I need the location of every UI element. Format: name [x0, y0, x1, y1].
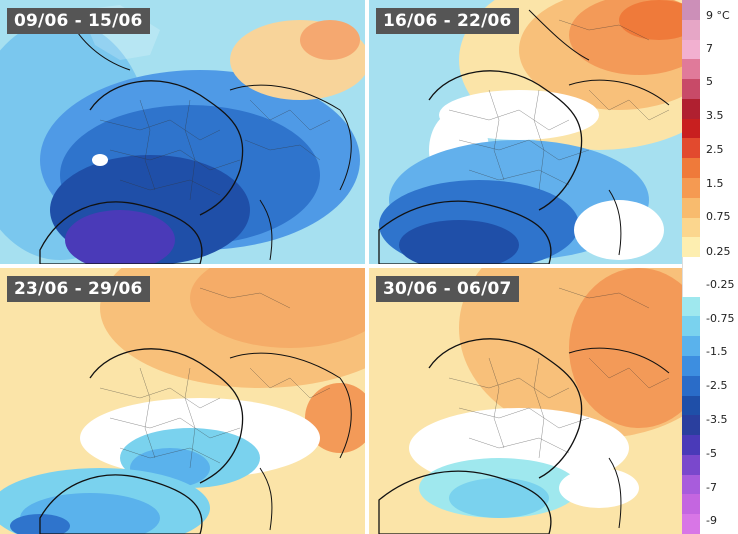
legend-swatch: [682, 435, 700, 456]
legend-swatch: [682, 375, 700, 397]
anomaly-map-2: [369, 0, 682, 264]
legend-swatch: [682, 454, 700, 476]
anomaly-map-1: [0, 0, 365, 264]
legend-swatch: [682, 316, 700, 337]
legend-tick-label: 0.75: [706, 210, 731, 223]
map-panel-week-1: 09/06 - 15/06: [0, 0, 365, 264]
legend-swatch: [682, 494, 700, 515]
legend-swatch: [682, 237, 700, 258]
legend-tick-label: -7: [706, 481, 717, 494]
legend-tick-label: 0.25: [706, 245, 731, 258]
legend-swatch: [682, 178, 700, 199]
legend-tick-label: -2.5: [706, 379, 728, 392]
map-panel-week-4: 30/06 - 06/07: [369, 268, 682, 534]
legend-tick-label: -0.25: [706, 278, 735, 291]
legend-swatch: [682, 0, 700, 21]
legend-tick-label: 5: [706, 75, 713, 88]
legend-swatch: [682, 217, 700, 238]
week-label: 09/06 - 15/06: [7, 8, 150, 34]
week-label: 23/06 - 29/06: [7, 276, 150, 302]
map-panel-week-3: 23/06 - 29/06: [0, 268, 365, 534]
legend-swatch: [682, 336, 700, 357]
legend-swatch: [682, 474, 700, 495]
legend-swatch: [682, 138, 700, 159]
legend-tick-label: 2.5: [706, 143, 724, 156]
legend-tick-label: 1.5: [706, 177, 724, 190]
legend-swatch: [682, 19, 700, 41]
week-label: 30/06 - 06/07: [376, 276, 519, 302]
legend-swatch: [682, 39, 700, 60]
legend-swatch: [682, 98, 700, 120]
legend-swatch: [682, 514, 700, 534]
legend-swatch: [682, 296, 700, 317]
legend-swatch: [682, 79, 700, 100]
legend-swatch: [682, 415, 700, 436]
anomaly-map-4: [369, 268, 682, 534]
legend-tick-label: -3.5: [706, 413, 728, 426]
legend-swatch: [682, 158, 700, 179]
legend-unit-label: 9 °C: [706, 9, 730, 22]
legend-swatch: [682, 257, 701, 278]
legend-tick-label: -9: [706, 514, 717, 527]
legend-swatch: [682, 59, 700, 80]
legend-tick-label: 7: [706, 42, 713, 55]
map-panel-week-2: 16/06 - 22/06: [369, 0, 682, 264]
week-label: 16/06 - 22/06: [376, 8, 519, 34]
color-scale-legend: 9 °C 7 5 3.5 2.5 1.5 0.75 0.25 -0.25 -0.75 -1.5 -2…: [682, 0, 738, 534]
anomaly-map-3: [0, 268, 365, 534]
legend-swatch: [682, 276, 701, 298]
legend-tick-label: -0.75: [706, 312, 735, 325]
legend-tick-label: -5: [706, 447, 717, 460]
legend-swatch: [682, 118, 700, 139]
legend-tick-label: -1.5: [706, 345, 728, 358]
legend-swatch: [682, 356, 700, 377]
legend-swatch: [682, 197, 700, 219]
legend-tick-label: 3.5: [706, 109, 724, 122]
legend-swatch: [682, 395, 700, 416]
